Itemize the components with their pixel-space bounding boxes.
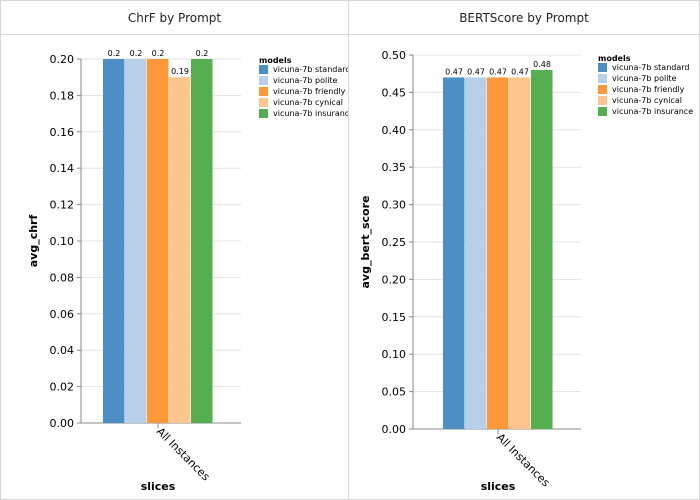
legend-label: vicuna-7b polite (273, 76, 338, 85)
y-tick-label: 0.08 (50, 271, 75, 284)
bar-value-label: 0.2 (130, 49, 143, 58)
y-tick-label: 0.30 (382, 199, 407, 212)
bar-vicuna-7b-insurance (531, 69, 553, 430)
y-tick-label: 0.12 (50, 199, 75, 212)
bar-vicuna-7b-friendly (147, 59, 169, 423)
legend-label: vicuna-7b insurance (612, 107, 693, 116)
bar-value-label: 0.47 (445, 67, 463, 76)
bertscore-panel: BERTScore by Prompt 0.00 0.05 0.10 0.15 0.20… (348, 0, 700, 500)
legend-label: vicuna-7b friendly (612, 85, 685, 94)
bar-vicuna-7b-friendly (487, 77, 509, 429)
y-axis-title: avg_bert_score (359, 196, 372, 289)
y-tick-label: 0.10 (382, 348, 407, 361)
y-tick-label: 0.10 (50, 235, 75, 248)
x-axis-title: slices (481, 480, 516, 493)
legend-swatch (259, 65, 268, 74)
legend-title: models (259, 56, 292, 65)
legend-label: vicuna-7b standard (273, 65, 348, 74)
y-tick-label: 0.16 (50, 126, 75, 139)
y-tick-label: 0.06 (50, 308, 75, 321)
y-tick-label: 0.40 (382, 124, 407, 137)
bar-value-label: 0.2 (108, 49, 121, 58)
y-tick-label: 0.45 (382, 86, 407, 99)
bar-vicuna-7b-polite (125, 59, 147, 423)
legend-label: vicuna-7b standard (612, 63, 689, 72)
x-axis-title: slices (141, 480, 176, 493)
y-tick-label: 0.20 (382, 273, 407, 286)
bar-value-label: 0.47 (511, 67, 529, 76)
y-tick-label: 0.14 (50, 162, 75, 175)
bar-value-label: 0.48 (533, 60, 551, 69)
legend-title: models (598, 54, 631, 63)
legend-swatch (598, 63, 607, 72)
chrf-chart: 0.00 0.02 0.04 0.06 0.08 0.10 0.12 0.14 0.16 0.18… (27, 49, 348, 493)
bar-vicuna-7b-insurance (191, 59, 213, 423)
bar-value-label: 0.2 (196, 49, 209, 58)
legend-swatch (259, 76, 268, 85)
y-axis-title: avg_chrf (27, 215, 40, 268)
chrf-panel: ChrF by Prompt 0.00 0.02 0.04 0.06 0.08 0.10 0… (0, 0, 349, 500)
bar-vicuna-7b-polite (465, 77, 487, 429)
legend-swatch (598, 74, 607, 83)
y-tick-label: 0.25 (382, 236, 407, 249)
y-tick-label: 0.50 (382, 49, 407, 62)
legend-label: vicuna-7b cynical (273, 98, 343, 107)
y-tick-label: 0.00 (50, 417, 75, 430)
bertscore-panel-title: BERTScore by Prompt (349, 1, 699, 35)
y-tick-label: 0.04 (50, 344, 75, 357)
legend-label: vicuna-7b friendly (273, 87, 346, 96)
legend-swatch (259, 87, 268, 96)
y-tick-label: 0.02 (50, 381, 75, 394)
x-category-label: All Instances (154, 425, 213, 484)
bar-value-label: 0.47 (489, 67, 507, 76)
legend-label: vicuna-7b polite (612, 74, 677, 83)
bar-value-label: 0.2 (152, 49, 165, 58)
legend-label: vicuna-7b cynical (612, 96, 682, 105)
bertscore-chart: 0.00 0.05 0.10 0.15 0.20 0.25 0.30 0.35 0.40 0.45… (359, 49, 693, 493)
bar-vicuna-7b-standard (443, 77, 465, 429)
y-tick-label: 0.05 (382, 386, 407, 399)
y-tick-label: 0.18 (50, 89, 75, 102)
y-tick-label: 0.35 (382, 161, 407, 174)
legend-swatch (259, 109, 268, 118)
y-tick-label: 0.15 (382, 311, 407, 324)
chrf-panel-title: ChrF by Prompt (1, 1, 348, 35)
bar-vicuna-7b-cynical (169, 77, 191, 423)
legend-swatch (598, 107, 607, 116)
bar-vicuna-7b-cynical (509, 77, 531, 429)
y-tick-label: 0.00 (382, 423, 407, 436)
bar-value-label: 0.19 (171, 67, 189, 76)
bar-vicuna-7b-standard (103, 59, 125, 423)
legend-swatch (598, 85, 607, 94)
bar-value-label: 0.47 (467, 67, 485, 76)
legend-swatch (598, 96, 607, 105)
legend-swatch (259, 98, 268, 107)
legend-label: vicuna-7b insurance (273, 109, 348, 118)
y-tick-label: 0.20 (50, 53, 75, 66)
